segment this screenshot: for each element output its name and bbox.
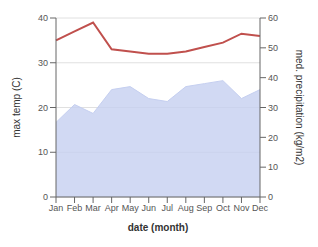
svg-text:60: 60 [268,13,278,23]
svg-text:Jun: Jun [141,203,156,213]
svg-text:med. precipitation (kg/m2): med. precipitation (kg/m2) [294,50,305,166]
svg-text:Sep: Sep [196,203,212,213]
svg-text:Nov: Nov [233,203,250,213]
svg-text:10: 10 [38,147,48,157]
svg-text:Aug: Aug [178,203,194,213]
svg-text:May: May [122,203,140,213]
svg-text:20: 20 [268,133,278,143]
svg-text:Dec: Dec [252,203,269,213]
svg-text:Jan: Jan [49,203,64,213]
svg-text:Jul: Jul [162,203,174,213]
svg-text:10: 10 [268,162,278,172]
svg-text:30: 30 [38,58,48,68]
svg-text:50: 50 [268,43,278,53]
svg-text:Mar: Mar [85,203,101,213]
svg-text:40: 40 [38,13,48,23]
svg-text:Feb: Feb [67,203,83,213]
svg-text:20: 20 [38,103,48,113]
svg-text:30: 30 [268,103,278,113]
svg-text:Oct: Oct [216,203,231,213]
svg-text:0: 0 [43,192,48,202]
svg-text:Apr: Apr [105,203,119,213]
svg-text:40: 40 [268,73,278,83]
svg-text:date (month): date (month) [128,222,189,233]
svg-text:0: 0 [268,192,273,202]
svg-text:max temp (C): max temp (C) [11,77,22,138]
